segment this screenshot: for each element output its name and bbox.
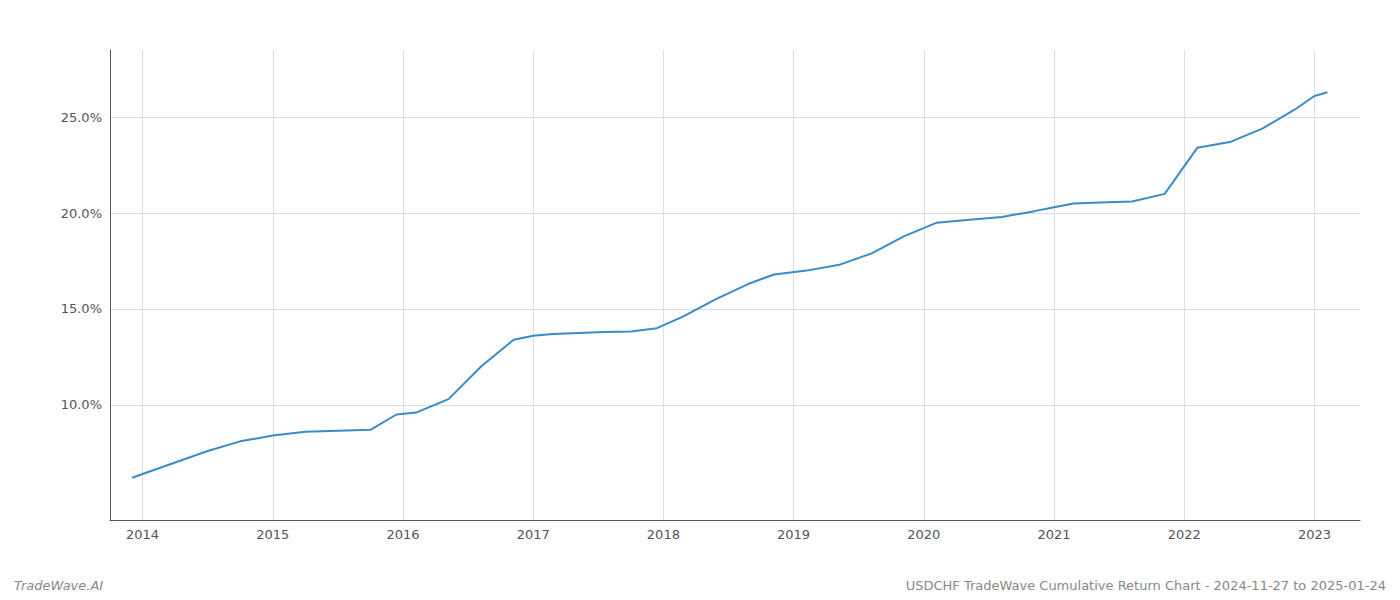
svg-text:2018: 2018: [647, 527, 680, 542]
svg-text:TradeWave.AI: TradeWave.AI: [14, 578, 103, 593]
svg-text:25.0%: 25.0%: [61, 110, 102, 125]
svg-text:2015: 2015: [256, 527, 289, 542]
svg-text:USDCHF TradeWave Cumulative Re: USDCHF TradeWave Cumulative Return Chart…: [906, 578, 1386, 593]
svg-text:10.0%: 10.0%: [61, 397, 102, 412]
svg-text:2021: 2021: [1037, 527, 1070, 542]
svg-text:20.0%: 20.0%: [61, 206, 102, 221]
svg-text:2014: 2014: [126, 527, 159, 542]
svg-text:2016: 2016: [386, 527, 419, 542]
svg-text:2017: 2017: [517, 527, 550, 542]
svg-text:2022: 2022: [1168, 527, 1201, 542]
svg-text:2023: 2023: [1298, 527, 1331, 542]
svg-text:2019: 2019: [777, 527, 810, 542]
svg-text:15.0%: 15.0%: [61, 301, 102, 316]
svg-text:2020: 2020: [907, 527, 940, 542]
